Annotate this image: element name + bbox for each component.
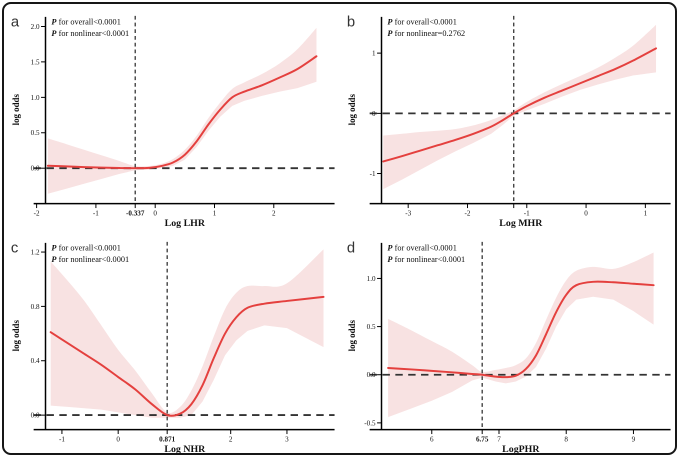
panel-letter: b (346, 15, 354, 31)
x-tick-label: 1 (643, 209, 647, 217)
panel-d: 6 7 8 9 6.75 -0.5 0.0 0.5 1.0 LogPHR log odds d P fo… (340, 230, 676, 455)
p-value-annotation: P for nonlinear<0.0001 (51, 255, 129, 264)
y-axis-title: log odds (11, 94, 21, 126)
x-axis-title: Log MHR (499, 218, 543, 229)
trend-line (46, 55, 318, 170)
confidence-band (387, 252, 654, 417)
x-tick-label: 9 (631, 435, 635, 443)
x-tick-label: -1 (93, 209, 99, 217)
x-tick-label: -2 (34, 209, 40, 217)
y-tick-label: 1.5 (31, 58, 40, 66)
confidence-band (382, 24, 656, 190)
y-tick-label: 0.8 (31, 303, 40, 311)
panel-grid: -2 -1 0 1 2 -0.337 0.0 0.5 1.0 1.5 2.0 Log LHR log o… (4, 4, 675, 453)
panel-letter: c (11, 241, 19, 257)
panel-a: -2 -1 0 1 2 -0.337 0.0 0.5 1.0 1.5 2.0 Log LHR log o… (4, 4, 340, 230)
p-value-annotation: P for nonlinear=0.2762 (387, 29, 465, 38)
x-tick-label: 0 (116, 435, 120, 443)
knot-tick-label: 6.75 (475, 435, 488, 443)
x-tick-label: 3 (285, 435, 289, 443)
x-tick-label: -2 (464, 209, 470, 217)
y-tick-label: 0.0 (31, 411, 40, 419)
p-value-annotation: P for nonlinear<0.0001 (51, 29, 129, 38)
y-tick-label: 0.5 (31, 129, 40, 137)
p-value-annotation: P for overall<0.0001 (51, 244, 120, 253)
y-axis-title: log odds (346, 94, 356, 126)
panel-letter: d (346, 241, 354, 257)
confidence-band (47, 27, 317, 194)
y-tick-label: 1.2 (31, 248, 40, 256)
y-axis-title: log odds (346, 319, 356, 351)
x-axis-title: Log LHR (165, 218, 206, 229)
y-tick-label: 1 (372, 50, 376, 58)
x-tick-label: 0 (153, 209, 157, 217)
panel-b: -3 -2 -1 0 1 -1 0 1 Log MHR log odds b P for overal… (340, 4, 676, 230)
panel-c: -1 0 2 3 0.871 0.0 0.4 0.8 1.2 Log NHR log odds c P … (4, 230, 340, 455)
knot-tick-label: 0.871 (159, 435, 175, 443)
x-tick-label: 2 (272, 209, 276, 217)
p-value-annotation: P for overall<0.0001 (387, 18, 456, 27)
x-tick-label: 8 (564, 435, 568, 443)
y-tick-label: 0.4 (31, 357, 40, 365)
trend-line (49, 295, 325, 417)
y-tick-label: -0.5 (364, 419, 376, 427)
y-tick-label: 0.5 (366, 323, 375, 331)
x-axis-title: LogPHR (502, 444, 540, 455)
x-axis-title: Log NHR (164, 444, 206, 455)
y-tick-label: 0.0 (366, 371, 375, 379)
panel-a-chart: -2 -1 0 1 2 -0.337 0.0 0.5 1.0 1.5 2.0 Log LHR log o… (11, 15, 335, 229)
x-tick-label: 6 (429, 435, 433, 443)
p-value-annotation: P for overall<0.0001 (51, 18, 120, 27)
panel-c-chart: -1 0 2 3 0.871 0.0 0.4 0.8 1.2 Log NHR log odds c P … (11, 241, 335, 455)
x-tick-label: 0 (584, 209, 588, 217)
y-axis-title: log odds (11, 319, 21, 351)
x-tick-label: -1 (59, 435, 65, 443)
panel-d-chart: 6 7 8 9 6.75 -0.5 0.0 0.5 1.0 LogPHR log odds d P fo… (346, 241, 671, 455)
x-tick-label: 2 (229, 435, 233, 443)
y-tick-label: 0.0 (31, 165, 40, 173)
x-tick-label: -1 (523, 209, 529, 217)
x-tick-label: -3 (405, 209, 411, 217)
confidence-band (50, 249, 324, 418)
y-tick-label: 1.0 (31, 94, 40, 102)
p-value-annotation: P for overall<0.0001 (387, 244, 456, 253)
p-value-annotation: P for nonlinear<0.0001 (387, 255, 465, 264)
y-tick-label: 0 (372, 110, 376, 118)
y-tick-label: 2.0 (31, 23, 40, 31)
x-tick-label: 1 (213, 209, 217, 217)
panel-b-chart: -3 -2 -1 0 1 -1 0 1 Log MHR log odds b P for overal… (346, 15, 671, 229)
panel-letter: a (11, 15, 20, 31)
y-tick-label: 1.0 (366, 275, 375, 283)
x-tick-label: 7 (497, 435, 501, 443)
trend-line (381, 47, 657, 163)
knot-tick-label: -0.337 (126, 209, 145, 217)
y-tick-label: -1 (369, 170, 375, 178)
trend-line (386, 280, 655, 378)
